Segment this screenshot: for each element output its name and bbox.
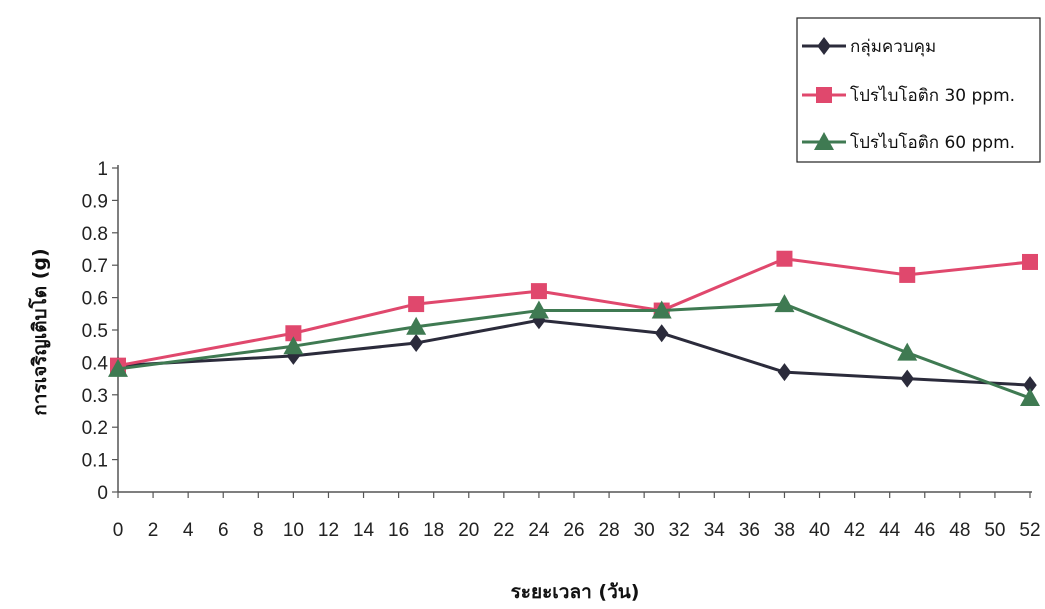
x-tick-label: 2 bbox=[148, 520, 159, 541]
data-point bbox=[899, 266, 916, 283]
x-tick-label: 30 bbox=[634, 520, 655, 541]
axes bbox=[117, 165, 1032, 493]
series-line bbox=[117, 302, 1031, 400]
x-tick-label: 6 bbox=[218, 520, 229, 541]
x-tick-label: 28 bbox=[599, 520, 620, 541]
x-tick-label: 38 bbox=[774, 520, 795, 541]
data-point bbox=[406, 316, 427, 335]
legend-box bbox=[796, 17, 1041, 163]
y-tick-label: 0.9 bbox=[82, 191, 108, 212]
legend-marker bbox=[817, 37, 831, 55]
data-point bbox=[897, 342, 918, 361]
legend-item: โปรไบโอติก 30 ppm. bbox=[802, 85, 1015, 106]
data-point bbox=[651, 300, 672, 319]
legend-item: โปรไบโอติก 60 ppm. bbox=[802, 132, 1015, 153]
y-tick-label: 0.7 bbox=[82, 256, 108, 277]
data-point bbox=[1020, 388, 1040, 407]
x-tick-label: 46 bbox=[914, 520, 935, 541]
data-point bbox=[776, 250, 793, 267]
data-point bbox=[1023, 376, 1037, 395]
y-tick-label: 1 bbox=[97, 159, 108, 180]
legend-marker bbox=[816, 87, 832, 103]
y-tick-label: 0 bbox=[97, 483, 108, 504]
legend-label: โปรไบโอติก 30 ppm. bbox=[850, 85, 1015, 106]
x-tick-label: 22 bbox=[493, 520, 514, 541]
y-tick-label: 0.3 bbox=[82, 386, 108, 407]
x-axis-title: ระยะเวลา (วัน) bbox=[511, 581, 640, 603]
legend-item: กลุ่มควบคุม bbox=[802, 37, 936, 57]
x-tick-label: 32 bbox=[669, 520, 690, 541]
x-tick-label: 4 bbox=[183, 520, 194, 541]
x-tick-label: 52 bbox=[1019, 520, 1040, 541]
x-tick-label: 8 bbox=[253, 520, 264, 541]
x-tick-label: 34 bbox=[704, 520, 726, 541]
x-ticks: 0 2 4 6 8 10 12 14 16 18 20 22 24 26 28 30 32 34 36 38 40 42 4… bbox=[113, 492, 1041, 541]
data-point bbox=[654, 324, 669, 343]
data-point bbox=[900, 369, 914, 388]
y-tick-label: 0.8 bbox=[82, 224, 108, 245]
series-line bbox=[117, 257, 1031, 368]
series-3 bbox=[108, 294, 1040, 407]
series-layer bbox=[108, 250, 1040, 407]
data-point bbox=[774, 294, 795, 313]
y-tick-label: 0.1 bbox=[82, 451, 108, 472]
data-point bbox=[409, 333, 423, 352]
x-tick-label: 0 bbox=[113, 520, 124, 541]
y-tick-label: 0.4 bbox=[82, 353, 109, 374]
y-ticks: 0 0.1 0.2 0.3 0.4 0.5 0.6 0.7 0.8 0.9 1 bbox=[82, 159, 118, 504]
y-tick-label: 0.6 bbox=[82, 289, 108, 310]
data-point bbox=[528, 300, 549, 319]
legend-marker bbox=[814, 132, 834, 150]
legend-label: โปรไบโอติก 60 ppm. bbox=[850, 132, 1015, 153]
x-tick-label: 40 bbox=[809, 520, 830, 541]
y-tick-label: 0.2 bbox=[82, 418, 108, 439]
series-2 bbox=[110, 250, 1038, 374]
x-tick-label: 16 bbox=[388, 520, 409, 541]
y-axis-title: การเจริญเติบโต (g) bbox=[28, 248, 51, 415]
data-point bbox=[285, 325, 302, 342]
data-point bbox=[777, 363, 792, 382]
y-tick-label: 0.5 bbox=[82, 321, 108, 342]
x-tick-label: 24 bbox=[528, 520, 550, 541]
x-tick-label: 36 bbox=[739, 520, 760, 541]
data-point bbox=[283, 336, 304, 355]
x-tick-label: 44 bbox=[879, 520, 901, 541]
legend-label: กลุ่มควบคุม bbox=[850, 37, 936, 57]
x-tick-label: 12 bbox=[318, 520, 339, 541]
data-point bbox=[530, 283, 547, 300]
x-tick-label: 14 bbox=[353, 520, 375, 541]
data-point bbox=[108, 358, 128, 377]
x-tick-label: 50 bbox=[984, 520, 1005, 541]
series-line bbox=[117, 318, 1031, 387]
x-tick-label: 42 bbox=[844, 520, 865, 541]
data-point bbox=[408, 296, 425, 313]
data-point bbox=[1022, 253, 1038, 270]
x-tick-label: 10 bbox=[283, 520, 304, 541]
x-tick-label: 26 bbox=[563, 520, 584, 541]
x-tick-label: 48 bbox=[949, 520, 970, 541]
x-tick-label: 18 bbox=[423, 520, 444, 541]
x-tick-label: 20 bbox=[458, 520, 479, 541]
